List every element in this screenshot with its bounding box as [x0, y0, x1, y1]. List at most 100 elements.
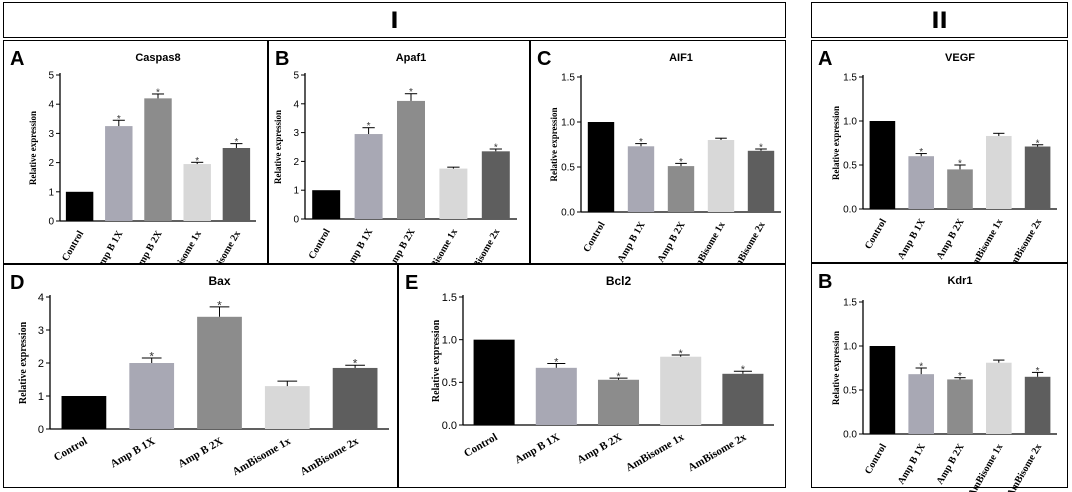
y-tick-label: 1.5	[843, 298, 857, 309]
bar	[869, 346, 896, 434]
chart-I-D-bax: D Bax Relative expression 0 1 2 3 4 Control * Amp …	[10, 272, 389, 478]
bar	[105, 126, 133, 221]
x-tick-label: AmBisome 1x	[624, 431, 687, 474]
significance-marker: *	[353, 357, 358, 371]
y-tick-label: 2	[48, 158, 54, 169]
section-header-2: II	[811, 2, 1068, 38]
x-tick-label: Amp B 1X	[513, 431, 562, 466]
y-tick-label: 0.5	[843, 386, 857, 397]
chart-title: Caspas8	[135, 52, 180, 64]
chart-title: VEGF	[945, 52, 975, 64]
panel-II-A-vegf: A VEGF Relative expression 0.0 0.5 1.0 1.5 Cont…	[811, 40, 1068, 274]
significance-marker: *	[409, 87, 413, 98]
panel-letter: E	[405, 272, 418, 294]
panel-letter: A	[818, 48, 832, 70]
bar	[129, 363, 175, 429]
panel-letter: A	[10, 48, 24, 70]
panel-I-D-bax: D Bax Relative expression 0 1 2 3 4 Control * Amp …	[3, 264, 398, 488]
significance-marker: *	[494, 143, 498, 154]
panel-I-C-aif1: C AIF1 Relative expression 0.0 0.5 1.0 1.5 Cont…	[530, 40, 786, 277]
x-tick-label: Amp B 1X	[616, 219, 648, 264]
y-tick-label: 1	[38, 391, 44, 403]
x-tick-label: Amp B 1X	[896, 441, 928, 486]
y-tick-label: 3	[48, 129, 54, 140]
significance-marker: *	[234, 137, 238, 148]
significance-marker: *	[759, 143, 763, 154]
chart-II-B-kdr1: B Kdr1 Relative expression 0.0 0.5 1.0 1.5 Cont…	[818, 271, 1057, 492]
x-tick-label: AmBisome 2x	[1005, 442, 1044, 492]
y-tick-label: 0.0	[561, 208, 575, 219]
bar	[1024, 376, 1051, 434]
y-tick-label: 1.5	[561, 73, 575, 84]
y-tick-label: 1.5	[442, 292, 457, 304]
bar	[222, 148, 251, 221]
bar	[869, 121, 896, 209]
bar	[660, 356, 702, 425]
significance-marker: *	[919, 147, 923, 158]
y-tick-label: 0.0	[442, 420, 457, 432]
y-tick-label: 0.5	[442, 377, 457, 389]
x-tick-label: Control	[52, 435, 90, 464]
chart-I-E-bcl2: E Bcl2 Relative expression 0.0 0.5 1.0 1.5 Cont…	[405, 272, 774, 474]
bar	[473, 339, 515, 425]
bar	[908, 156, 935, 209]
y-tick-label: 2	[38, 358, 44, 370]
significance-marker: *	[1036, 138, 1040, 149]
y-tick-label: 0.0	[843, 430, 857, 441]
significance-marker: *	[639, 137, 643, 148]
y-axis-label: Relative expression	[831, 331, 841, 405]
y-tick-label: 4	[48, 100, 54, 111]
y-tick-label: 1	[48, 187, 54, 198]
y-axis-label: Relative expression	[831, 106, 841, 180]
bar	[65, 191, 94, 221]
y-tick-label: 0	[48, 217, 54, 228]
bar	[985, 135, 1012, 209]
bar	[947, 169, 973, 209]
bar	[61, 396, 107, 429]
significance-marker: *	[958, 159, 962, 170]
chart-title: Kdr1	[947, 275, 972, 287]
bar	[627, 146, 655, 212]
bar	[264, 386, 310, 429]
y-axis-label: Relative expression	[549, 107, 559, 181]
y-axis-label: Relative expression	[28, 111, 38, 185]
bar	[481, 151, 510, 219]
chart-I-C-aif1: C AIF1 Relative expression 0.0 0.5 1.0 1.5 Cont…	[537, 48, 781, 277]
x-tick-label: Amp B 2X	[935, 216, 967, 261]
bar	[439, 168, 468, 219]
x-tick-label: Control	[462, 431, 500, 460]
bar	[197, 316, 242, 429]
bar	[597, 379, 640, 425]
significance-marker: *	[217, 298, 222, 312]
y-axis-label: Relative expression	[18, 321, 29, 404]
bar	[312, 190, 341, 219]
y-tick-label: 5	[48, 71, 54, 82]
x-tick-label: AmBisome 2x	[298, 435, 361, 478]
chart-title: Bcl2	[606, 274, 632, 288]
significance-marker: *	[958, 371, 962, 382]
significance-marker: *	[616, 371, 621, 383]
y-tick-label: 1.5	[843, 73, 857, 84]
chart-title: Apaf1	[396, 52, 427, 64]
significance-marker: *	[117, 114, 121, 125]
section-header-1-label: I	[390, 9, 399, 34]
significance-marker: *	[741, 364, 746, 376]
y-axis-label: Relative expression	[431, 319, 442, 402]
y-tick-label: 1.0	[561, 118, 575, 129]
bar	[354, 134, 383, 219]
panel-I-A-caspas8: A Caspas8 Relative expression 0 1 2 3 4 5 Control…	[3, 40, 268, 286]
x-tick-label: AmBisome 1x	[966, 442, 1005, 492]
significance-marker: *	[1036, 366, 1040, 377]
bar	[947, 379, 973, 434]
y-tick-label: 1	[293, 186, 299, 197]
y-tick-label: 4	[293, 99, 299, 110]
x-tick-label: Amp B 1X	[108, 435, 157, 470]
chart-title: AIF1	[669, 52, 693, 64]
bar	[535, 367, 577, 425]
y-tick-label: 1.0	[843, 117, 857, 128]
y-axis-label: Relative expression	[273, 110, 283, 184]
x-tick-label: Amp B 2X	[575, 431, 624, 466]
significance-marker: *	[679, 348, 684, 360]
chart-title: Bax	[208, 274, 230, 288]
chart-II-A-vegf: A VEGF Relative expression 0.0 0.5 1.0 1.5 Cont…	[818, 48, 1057, 274]
